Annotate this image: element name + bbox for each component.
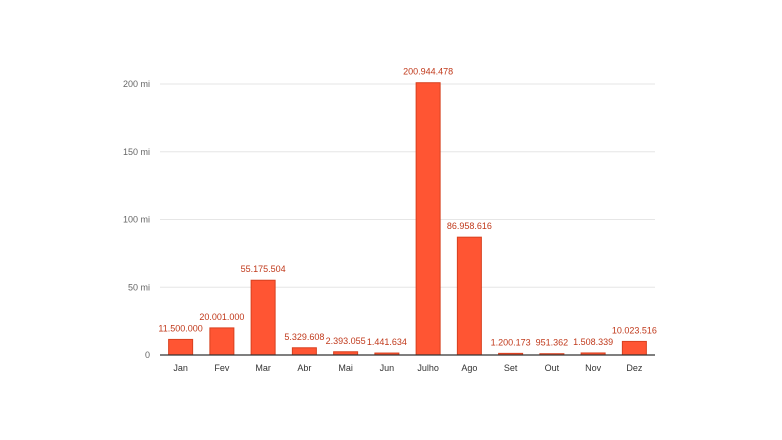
x-tick-label: Jan [173,363,188,373]
y-axis-ticks: 0 50 mi 100 mi 150 mi 200 mi [123,79,150,360]
y-tick-label: 150 mi [123,147,150,157]
data-label: 1.441.634 [367,337,407,347]
data-label: 11.500.000 [158,323,202,333]
data-label: 1.508.339 [573,337,613,347]
gridlines [160,83,655,288]
y-tick-label: 50 mi [128,282,150,292]
data-label: 951.362 [536,338,569,348]
bar-julho [415,82,441,356]
x-tick-label: Ago [461,363,477,373]
bar-jan [168,338,194,356]
x-tick-label: Dez [626,363,643,373]
x-tick-label: Mar [255,363,271,373]
bar-ago [456,236,482,356]
bar-fev [209,327,235,356]
x-tick-label: Mai [338,363,353,373]
bar-dez [621,340,647,356]
bar-abr [291,347,317,356]
y-tick-label: 200 mi [123,79,150,89]
x-tick-label: Nov [585,363,602,373]
data-label: 55.175.504 [241,264,286,274]
y-tick-label: 0 [145,350,150,360]
x-axis-ticks: Jan Fev Mar Abr Mai Jun Julho Ago Set Out Nov Dez [173,363,643,373]
x-tick-label: Jun [380,363,395,373]
data-label: 10.023.516 [612,325,657,335]
x-tick-label: Abr [297,363,311,373]
data-label: 1.200.173 [491,337,531,347]
data-label: 5.329.608 [284,332,324,342]
bar-mar [250,279,276,356]
data-label: 200.944.478 [403,67,453,77]
x-tick-label: Set [504,363,518,373]
data-label: 2.393.055 [326,336,366,346]
y-tick-label: 100 mi [123,215,150,225]
data-label: 20.001.000 [199,312,244,322]
x-tick-label: Out [545,363,560,373]
data-label: 86.958.616 [447,221,492,231]
x-tick-label: Fev [214,363,230,373]
bars [168,82,647,356]
x-tick-label: Julho [417,363,439,373]
